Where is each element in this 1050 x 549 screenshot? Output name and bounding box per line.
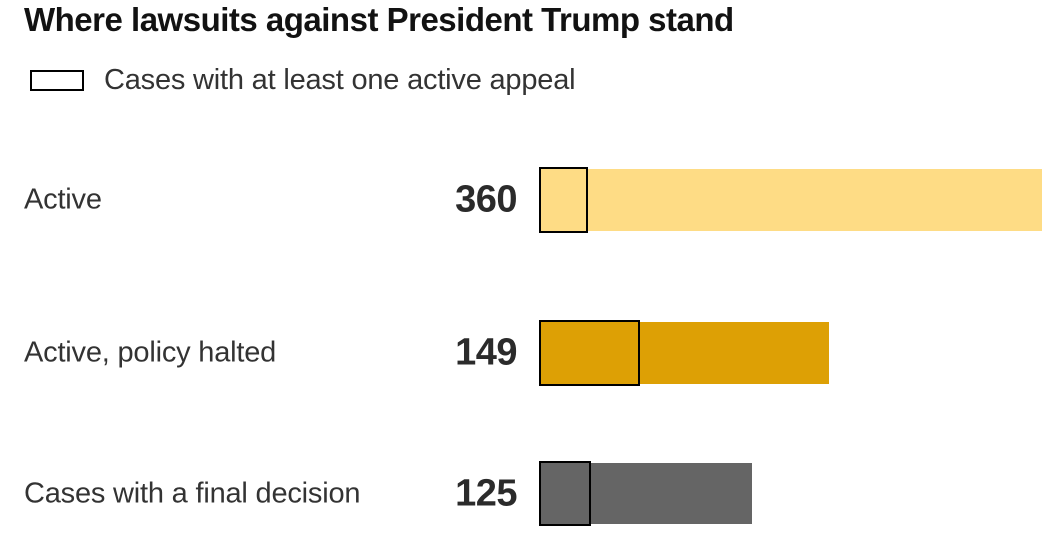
appeal-segment-policy-halted xyxy=(539,320,640,386)
bar-value-active: 360 xyxy=(455,178,517,221)
legend-label: Cases with at least one active appeal xyxy=(104,63,576,96)
bar-label-final-decision: Cases with a final decision xyxy=(24,477,361,509)
legend: Cases with at least one active appeal xyxy=(30,63,576,96)
bar-value-policy-halted: 149 xyxy=(455,331,517,374)
bar-row-final-decision: Cases with a final decision 125 xyxy=(0,461,1050,526)
bar-row-policy-halted: Active, policy halted 149 xyxy=(0,320,1050,386)
appeal-segment-final-decision xyxy=(539,461,591,526)
bar-label-policy-halted: Active, policy halted xyxy=(24,336,277,369)
bar-active xyxy=(541,169,1042,231)
appeal-segment-active xyxy=(539,167,588,233)
chart-title: Where lawsuits against President Trump s… xyxy=(24,1,734,38)
legend-outlined-box-icon xyxy=(30,69,84,91)
bar-row-active: Active 360 xyxy=(0,167,1050,233)
bar-label-active: Active xyxy=(24,183,102,216)
bar-value-final-decision: 125 xyxy=(455,472,517,514)
